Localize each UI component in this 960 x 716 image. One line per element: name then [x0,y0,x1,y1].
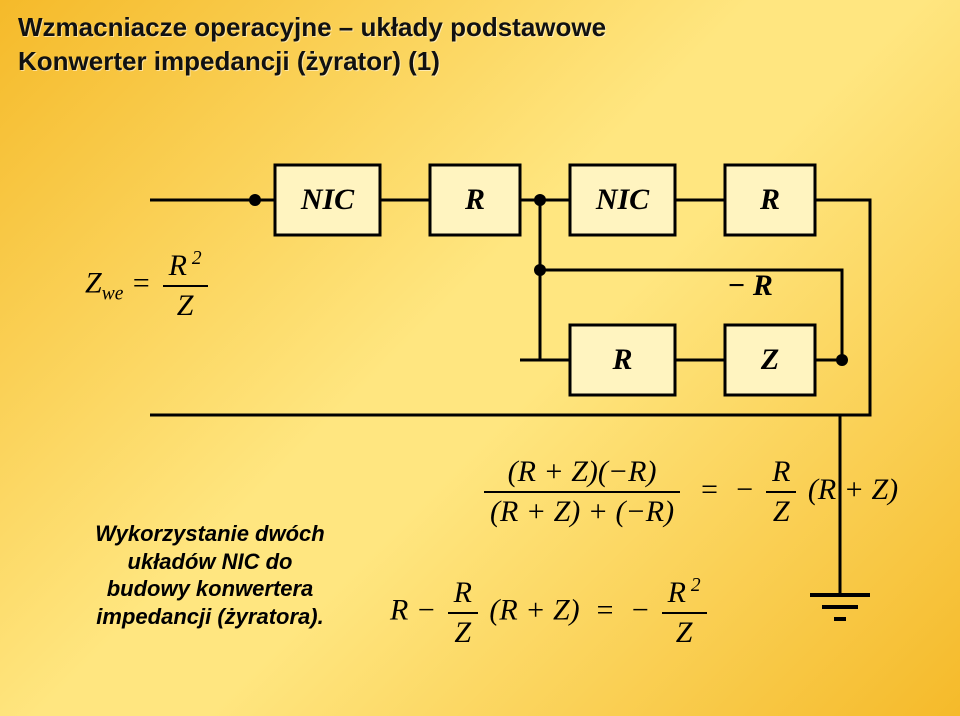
svg-text:− R: − R [727,269,773,302]
caption-text: Wykorzystanie dwóchukładów NIC dobudowy … [60,520,360,630]
formula-step2: R − RZ (R + Z) = − R 2Z [390,575,711,650]
svg-text:Z: Z [760,343,779,376]
slide: Wzmacniacze operacyjne – układy podstawo… [0,0,960,716]
svg-text:NIC: NIC [595,183,650,216]
svg-text:R: R [611,343,632,376]
svg-text:NIC: NIC [300,183,355,216]
svg-text:R: R [464,183,485,216]
formula-zwe: Zwe = R 2Z [85,248,212,323]
svg-text:R: R [759,183,780,216]
formula-step1: (R + Z)(−R)(R + Z) + (−R) = − RZ (R + Z) [480,455,898,529]
